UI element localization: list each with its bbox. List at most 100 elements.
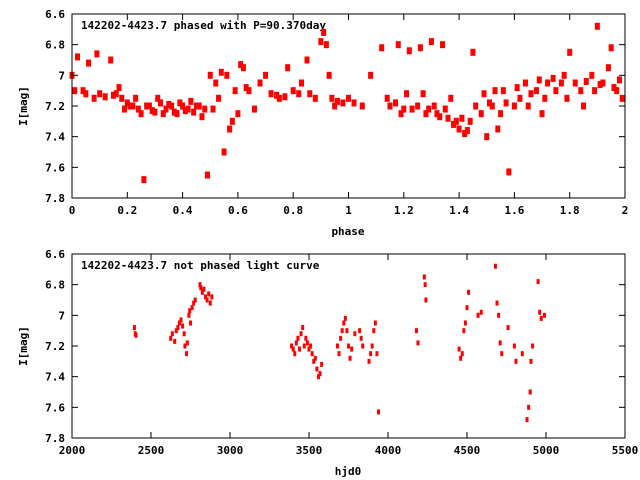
data-point: [177, 99, 183, 107]
data-point: [369, 351, 373, 357]
data-point: [163, 105, 169, 113]
data-point: [539, 110, 545, 118]
data-point: [424, 297, 428, 303]
x-tick-label: 0.8: [283, 204, 303, 217]
data-point: [564, 94, 570, 102]
data-point: [124, 99, 130, 107]
panel-title: 142202-4423.7 phased with P=90.370day: [81, 19, 326, 32]
data-point: [393, 99, 399, 107]
data-point: [484, 133, 490, 141]
y-tick-label: 7.2: [45, 100, 65, 113]
x-tick-label: 4500: [454, 444, 481, 457]
data-point: [512, 343, 516, 349]
data-point: [127, 102, 133, 110]
data-point: [594, 22, 600, 30]
data-point: [346, 94, 351, 102]
y-tick-label: 7.4: [45, 131, 65, 144]
data-point: [218, 68, 224, 76]
y-axis-label: I[mag]: [17, 326, 30, 366]
data-point: [307, 90, 313, 98]
data-point: [478, 110, 484, 118]
data-point: [553, 87, 559, 95]
data-point: [216, 94, 222, 102]
data-point: [229, 117, 235, 125]
data-point: [102, 93, 108, 101]
x-tick-label: 1.6: [504, 204, 524, 217]
y-tick-label: 7.8: [45, 192, 65, 205]
x-tick-label: 3000: [217, 444, 244, 457]
x-tick-label: 1.4: [449, 204, 469, 217]
data-point: [395, 41, 401, 49]
data-point: [476, 312, 480, 318]
data-point: [384, 94, 390, 102]
data-point: [318, 38, 324, 46]
data-point: [282, 93, 288, 101]
data-point: [464, 127, 470, 135]
data-point: [351, 99, 357, 107]
data-point: [257, 79, 263, 87]
data-point: [550, 74, 556, 82]
data-point: [465, 305, 469, 311]
data-point: [182, 331, 186, 337]
data-point: [611, 84, 617, 92]
data-point: [157, 99, 163, 107]
data-point: [340, 99, 346, 107]
data-point: [274, 91, 280, 99]
data-point: [180, 102, 186, 110]
y-tick-label: 6.6: [45, 248, 65, 261]
data-point: [213, 79, 219, 87]
data-point: [479, 309, 483, 315]
data-point: [437, 113, 443, 121]
data-point: [578, 87, 584, 95]
data-point: [467, 289, 471, 295]
y-tick-label: 6.6: [45, 8, 65, 21]
data-point: [481, 90, 487, 98]
data-point: [285, 64, 291, 72]
data-point: [141, 176, 147, 184]
x-tick-label: 0.4: [173, 204, 193, 217]
data-point: [539, 315, 543, 321]
data-point: [345, 328, 349, 334]
x-tick-label: 0.6: [228, 204, 248, 217]
data-point: [72, 87, 78, 95]
data-point: [290, 343, 294, 349]
data-point: [342, 320, 346, 326]
data-point: [600, 79, 606, 87]
data-point: [323, 41, 329, 49]
data-point: [459, 355, 463, 361]
data-point: [320, 361, 324, 367]
data-point: [561, 71, 567, 79]
data-point: [94, 50, 100, 58]
data-point: [75, 53, 81, 61]
data-point: [232, 87, 238, 95]
y-tick-label: 7.6: [45, 401, 65, 414]
data-point: [592, 87, 598, 95]
data-point: [307, 346, 311, 352]
y-axis-label: I[mag]: [17, 86, 30, 126]
data-point: [583, 77, 589, 85]
plot-frame: [71, 13, 626, 199]
data-point: [191, 108, 197, 116]
data-point: [368, 71, 374, 79]
data-point: [589, 71, 595, 79]
data-point: [155, 94, 161, 102]
data-point: [138, 110, 144, 118]
data-point: [616, 76, 622, 84]
data-point: [313, 355, 317, 361]
data-point: [339, 335, 343, 341]
data-point: [294, 340, 298, 346]
data-point: [375, 351, 379, 357]
data-point: [542, 312, 546, 318]
data-point: [301, 325, 305, 331]
data-point: [359, 335, 363, 341]
x-tick-label: 5500: [612, 444, 639, 457]
data-point: [387, 102, 393, 110]
data-point: [536, 76, 542, 84]
data-point: [503, 99, 509, 107]
data-point: [149, 107, 155, 115]
data-point: [361, 343, 365, 349]
data-point: [605, 64, 611, 72]
data-point: [122, 105, 128, 113]
y-tick-label: 7.6: [45, 161, 65, 174]
data-point: [133, 94, 139, 102]
